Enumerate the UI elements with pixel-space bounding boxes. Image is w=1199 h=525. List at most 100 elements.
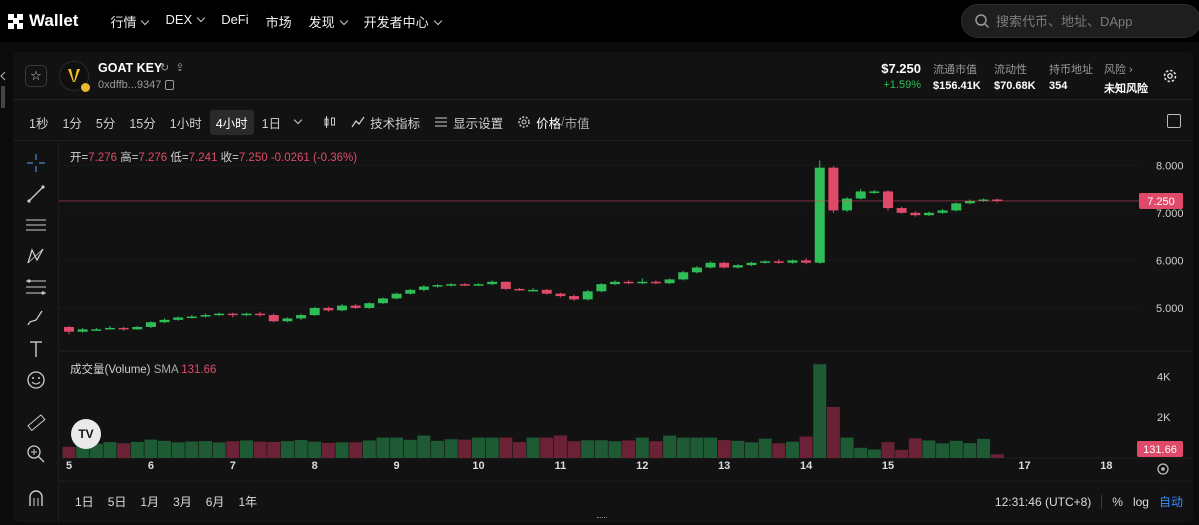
volume-bar: [840, 437, 854, 458]
copy-icon[interactable]: [165, 80, 174, 90]
pattern-icon[interactable]: [24, 244, 48, 268]
wallet-logo[interactable]: Wallet: [8, 11, 78, 31]
candle-body: [623, 281, 634, 284]
indicators-button[interactable]: 技术指标: [351, 113, 420, 132]
candle-body: [842, 198, 853, 211]
range-1d[interactable]: 1日: [75, 495, 94, 509]
timeframe-1m[interactable]: 1分: [62, 116, 82, 131]
search-input[interactable]: [996, 13, 1186, 29]
candle-body: [118, 327, 129, 330]
crosshair-icon[interactable]: [24, 151, 48, 175]
brush-icon[interactable]: [24, 306, 48, 330]
range-1m[interactable]: 1月: [140, 495, 160, 509]
candle-body: [896, 208, 907, 213]
timeframe-1h[interactable]: 1小时: [169, 116, 202, 131]
volume-bar: [226, 441, 240, 458]
candle-body: [350, 305, 361, 308]
emoji-icon[interactable]: [24, 368, 48, 392]
mcap-option[interactable]: 市值: [564, 116, 590, 131]
candle-body: [391, 293, 402, 299]
timeframe-15m[interactable]: 15分: [129, 116, 156, 131]
volume-bar: [253, 441, 267, 458]
candle-body: [582, 291, 593, 300]
clock-display[interactable]: 12:31:46 (UTC+8): [994, 494, 1092, 509]
settings-gear-icon[interactable]: [1162, 68, 1178, 84]
price-chart[interactable]: 8.000 7.000 6.000 5.000 4K 2K 5 6 7 8 9 10 11 12 13 14 1…: [59, 141, 1193, 523]
volume-bar: [799, 436, 813, 458]
range-5d[interactable]: 5日: [107, 495, 127, 509]
candle-body: [145, 322, 156, 327]
timeframe-4h[interactable]: 4小时: [209, 109, 254, 135]
nav-item-developer[interactable]: 开发者中心: [364, 12, 442, 31]
log-scale-button[interactable]: log: [1132, 494, 1149, 509]
volume-bar: [813, 364, 827, 458]
fib-levels-icon[interactable]: [24, 275, 48, 299]
nav-item-marketplace[interactable]: 市场: [265, 14, 292, 30]
range-1y[interactable]: 1年: [238, 495, 258, 509]
candle-body: [337, 305, 347, 311]
display-settings-button[interactable]: 显示设置: [434, 113, 503, 132]
range-selector: 1日 5日 1月 3月 6月 1年: [75, 493, 257, 510]
volume-bar: [758, 438, 772, 458]
volume-bar: [963, 443, 977, 458]
price-mcap-toggle[interactable]: 价格 / 市值: [517, 113, 590, 132]
price-option[interactable]: 价格: [536, 116, 562, 131]
candle-body: [104, 327, 115, 330]
time-axis-label: 9: [394, 460, 400, 472]
candle-body: [77, 329, 88, 332]
current-price-tag: [1139, 192, 1183, 209]
panel-resize-handle[interactable]: [597, 517, 607, 520]
nav-item-market[interactable]: 行情: [110, 12, 150, 31]
nav-item-defi[interactable]: DeFi: [221, 11, 249, 27]
fullscreen-icon[interactable]: [1167, 114, 1181, 128]
share-icon[interactable]: ⇪: [175, 62, 185, 74]
chart-area[interactable]: 8.000 7.000 6.000 5.000 4K 2K 5 6 7 8 9 10 11 12 13 14 1…: [13, 140, 1193, 523]
stat-value: 354: [1049, 80, 1068, 92]
volume-bar: [390, 437, 404, 458]
ruler-icon[interactable]: [24, 411, 48, 435]
timeframe-1d[interactable]: 1日: [261, 116, 282, 131]
nav-item-discover[interactable]: 发现: [309, 12, 348, 31]
candle-body: [760, 261, 771, 263]
range-3m[interactable]: 3月: [173, 495, 192, 509]
candle-body: [814, 167, 825, 263]
trend-line-icon[interactable]: [24, 182, 48, 206]
timeframe-1s[interactable]: 1秒: [29, 116, 49, 131]
auto-scale-button[interactable]: 自动: [1158, 495, 1183, 509]
favorite-button[interactable]: ☆: [25, 65, 47, 87]
sma-tag-label: 131.66: [1143, 444, 1177, 456]
volume-bar: [512, 442, 526, 458]
volume-bar: [349, 442, 363, 458]
volume-bar: [567, 441, 581, 458]
timeframe-more-button[interactable]: [289, 112, 307, 132]
stat-value: $156.41K: [933, 80, 981, 92]
search-box[interactable]: [961, 4, 1199, 38]
tradingview-logo[interactable]: TV: [71, 419, 101, 449]
text-tool-icon[interactable]: [24, 337, 48, 361]
volume-bar: [977, 438, 991, 458]
timeframe-5m[interactable]: 5分: [95, 116, 116, 131]
magnet-icon[interactable]: [24, 486, 48, 510]
time-axis-label: 6: [148, 460, 154, 472]
axis-settings-icon-core: [1161, 467, 1165, 471]
side-collapse-handle[interactable]: [0, 58, 6, 118]
candle-body: [487, 281, 498, 285]
candle-type-button[interactable]: [323, 115, 337, 129]
volume-bar: [103, 442, 117, 458]
sma-label: SMA: [153, 364, 179, 376]
volume-bar: [785, 441, 799, 458]
token-price: $7.250: [881, 61, 921, 76]
token-name: GOAT KEY: [98, 61, 163, 75]
percent-scale-button[interactable]: %: [1112, 494, 1123, 509]
nav-item-dex[interactable]: DEX: [165, 12, 206, 31]
candle-body: [282, 318, 293, 322]
zoom-in-icon[interactable]: [24, 442, 48, 466]
range-6m[interactable]: 6月: [205, 495, 225, 509]
candle-body: [828, 167, 839, 211]
candle-body: [377, 298, 388, 304]
volume-bar: [649, 441, 663, 458]
candle-body: [691, 267, 702, 273]
horizontal-lines-icon[interactable]: [24, 213, 48, 237]
stat-risk[interactable]: 风险 › 未知风险: [1104, 61, 1148, 96]
refresh-icon[interactable]: ↻: [160, 62, 170, 74]
